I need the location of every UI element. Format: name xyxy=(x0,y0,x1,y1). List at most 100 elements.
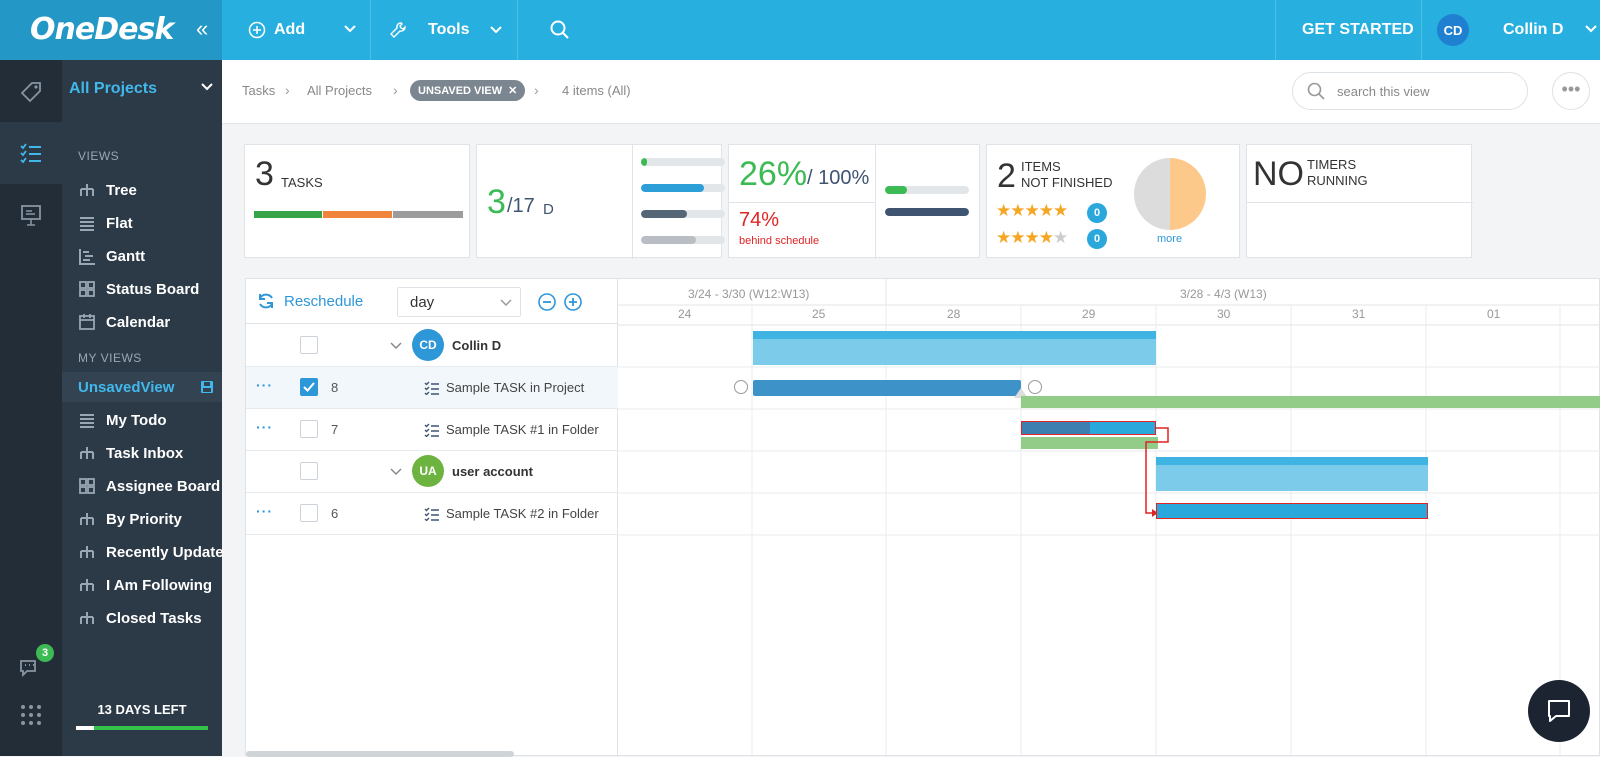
sidebar-item-flat[interactable]: Flat xyxy=(78,208,222,238)
task-list-icon xyxy=(20,143,41,164)
add-button[interactable]: Add xyxy=(248,0,305,60)
project-selector[interactable]: All Projects xyxy=(69,80,158,97)
table-row[interactable]: ··· 6 Sample TASK #2 in Folder xyxy=(246,493,618,535)
user-menu-chevron-icon[interactable] xyxy=(1584,24,1598,34)
row-checkbox[interactable] xyxy=(300,420,318,438)
reschedule-button[interactable]: Reschedule xyxy=(256,291,363,311)
collapse-sidebar-icon[interactable]: « xyxy=(196,16,209,41)
main-content: Tasks › All Projects › UNSAVED VIEW ✕ › … xyxy=(222,60,1600,757)
row-checkbox[interactable] xyxy=(300,504,318,522)
tasks-rail-button[interactable] xyxy=(0,122,62,184)
tree-icon xyxy=(78,444,96,462)
collapse-chevron-icon[interactable] xyxy=(390,468,402,476)
tree-icon xyxy=(78,543,96,561)
sidebar-item-unsaved-view[interactable]: UnsavedView xyxy=(62,372,222,402)
day-header: 28 xyxy=(947,307,961,321)
sidebar-item-by-priority[interactable]: By Priority xyxy=(78,504,222,534)
search-input[interactable]: search this view xyxy=(1292,72,1528,110)
task-name[interactable]: Sample TASK #1 in Folder xyxy=(424,422,599,437)
four-star-count[interactable]: 0 xyxy=(1087,229,1107,249)
sidebar-item-calendar[interactable]: Calendar xyxy=(78,307,222,337)
live-chat-button[interactable] xyxy=(1528,680,1590,742)
breadcrumb-all-projects[interactable]: All Projects xyxy=(307,83,373,98)
project-chevron-down-icon[interactable] xyxy=(200,82,214,92)
unsaved-view-pill[interactable]: UNSAVED VIEW ✕ xyxy=(410,80,526,101)
row-menu-icon[interactable]: ··· xyxy=(256,419,273,435)
task-name[interactable]: Sample TASK in Project xyxy=(424,380,584,395)
sidebar-item-label: Closed Tasks xyxy=(106,609,202,627)
chat-icon xyxy=(20,660,36,678)
table-row[interactable]: ··· 8 Sample TASK in Project xyxy=(246,367,618,409)
sidebar-item-gantt[interactable]: Gantt xyxy=(78,241,222,271)
row-menu-icon[interactable]: ··· xyxy=(256,503,273,519)
sidebar-item-recently-updated[interactable]: Recently Updated xyxy=(78,537,222,567)
apps-grid-rail-button[interactable] xyxy=(0,684,62,746)
sidebar-item-my-todo[interactable]: My Todo xyxy=(78,405,222,435)
more-link[interactable]: more xyxy=(1157,233,1183,245)
row-checkbox[interactable] xyxy=(300,378,318,396)
app-icon-rail: 3 xyxy=(0,60,62,756)
progress-fill xyxy=(641,210,688,218)
row-menu-icon[interactable]: ··· xyxy=(256,377,273,393)
items-count: 2 xyxy=(997,157,1016,195)
group-summary-bar[interactable] xyxy=(1156,457,1428,491)
timescale-select[interactable]: day xyxy=(397,287,521,317)
critical-task-bar[interactable] xyxy=(1021,421,1156,435)
views-heading: VIEWS xyxy=(78,149,120,163)
five-star-count[interactable]: 0 xyxy=(1087,203,1107,223)
user-avatar[interactable]: CD xyxy=(1437,14,1469,46)
close-icon[interactable]: ✕ xyxy=(508,85,518,97)
projects-rail-button[interactable] xyxy=(0,184,62,246)
baseline-bar xyxy=(1021,437,1158,449)
status-segment xyxy=(254,211,323,218)
zoom-in-icon[interactable] xyxy=(563,292,583,312)
task-bar[interactable] xyxy=(753,380,1021,396)
progress-handle-icon[interactable] xyxy=(1014,388,1028,398)
sidebar-item-i-am-following[interactable]: I Am Following xyxy=(78,570,222,600)
progress-track xyxy=(641,210,725,218)
row-checkbox[interactable] xyxy=(300,462,318,480)
user-name[interactable]: Collin D xyxy=(1503,21,1564,38)
horizontal-scrollbar[interactable] xyxy=(246,751,514,757)
messages-rail-button[interactable]: 3 xyxy=(0,636,62,698)
critical-task-bar[interactable] xyxy=(1156,503,1428,519)
add-dropdown-chevron-icon[interactable] xyxy=(343,24,357,34)
sidebar-item-label: Tree xyxy=(106,181,137,199)
search-icon[interactable] xyxy=(550,20,570,40)
get-started-button[interactable]: GET STARTED xyxy=(1302,21,1414,38)
avatar: CD xyxy=(412,329,444,361)
flat-list-icon xyxy=(78,411,96,429)
breadcrumb-separator-icon: › xyxy=(393,82,398,98)
task-name[interactable]: Sample TASK #2 in Folder xyxy=(424,506,599,521)
sidebar-item-closed-tasks[interactable]: Closed Tasks xyxy=(78,603,222,633)
link-handle-end[interactable] xyxy=(1028,380,1042,394)
days-card: 3 /17 D xyxy=(476,144,725,259)
link-handle-start[interactable] xyxy=(734,380,748,394)
onedesk-logo[interactable]: OneDesk xyxy=(30,12,174,47)
breadcrumb-tasks[interactable]: Tasks xyxy=(242,83,276,98)
sidebar-item-task-inbox[interactable]: Task Inbox xyxy=(78,438,222,468)
row-checkbox[interactable] xyxy=(300,336,318,354)
wrench-icon xyxy=(390,22,406,38)
tickets-rail-button[interactable] xyxy=(0,61,62,123)
timers-value: NO xyxy=(1253,155,1304,193)
task-name-label: Sample TASK in Project xyxy=(446,380,585,395)
sidebar-item-status-board[interactable]: Status Board xyxy=(78,274,222,304)
sidebar-item-tree[interactable]: Tree xyxy=(78,175,222,205)
task-list-icon xyxy=(424,381,439,395)
sidebar-item-assignee-board[interactable]: Assignee Board xyxy=(78,471,222,501)
group-row-collin-d[interactable]: CD Collin D xyxy=(246,325,618,367)
sidebar-item-label: I Am Following xyxy=(106,576,213,594)
save-view-icon[interactable] xyxy=(200,380,214,394)
tools-button[interactable]: Tools xyxy=(388,0,503,60)
group-row-user-account[interactable]: UA user account xyxy=(246,451,618,493)
tasks-count-card: 3 TASKS xyxy=(244,144,470,258)
search-placeholder: search this view xyxy=(1337,83,1430,99)
more-options-button[interactable]: ••• xyxy=(1552,72,1590,110)
group-summary-bar[interactable] xyxy=(753,331,1156,365)
baseline-bar xyxy=(1021,396,1600,408)
tree-icon xyxy=(78,576,96,594)
table-row[interactable]: ··· 7 Sample TASK #1 in Folder xyxy=(246,409,618,451)
collapse-chevron-icon[interactable] xyxy=(390,342,402,350)
zoom-out-icon[interactable] xyxy=(537,292,557,312)
